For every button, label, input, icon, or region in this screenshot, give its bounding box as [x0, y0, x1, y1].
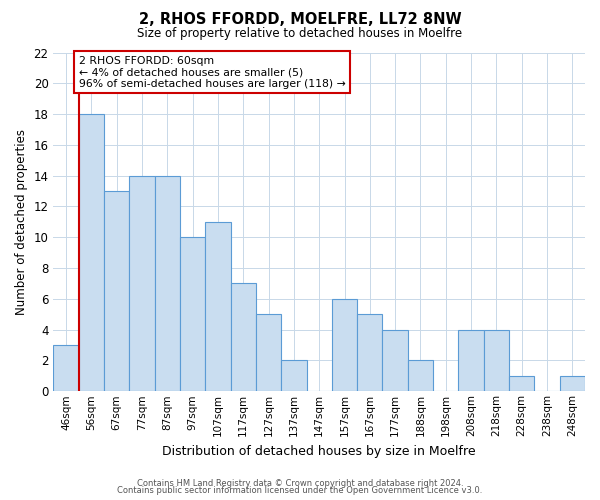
- Bar: [130, 176, 155, 392]
- Bar: [230, 284, 256, 392]
- Bar: [458, 330, 484, 392]
- Bar: [104, 191, 130, 392]
- Text: 2 RHOS FFORDD: 60sqm
← 4% of detached houses are smaller (5)
96% of semi-detache: 2 RHOS FFORDD: 60sqm ← 4% of detached ho…: [79, 56, 346, 89]
- Bar: [180, 238, 205, 392]
- Bar: [155, 176, 180, 392]
- Bar: [256, 314, 281, 392]
- Bar: [281, 360, 307, 392]
- X-axis label: Distribution of detached houses by size in Moelfre: Distribution of detached houses by size …: [163, 444, 476, 458]
- Bar: [357, 314, 382, 392]
- Bar: [484, 330, 509, 392]
- Bar: [53, 345, 79, 392]
- Bar: [79, 114, 104, 392]
- Bar: [509, 376, 535, 392]
- Bar: [205, 222, 230, 392]
- Bar: [382, 330, 408, 392]
- Bar: [560, 376, 585, 392]
- Text: Contains public sector information licensed under the Open Government Licence v3: Contains public sector information licen…: [118, 486, 482, 495]
- Bar: [408, 360, 433, 392]
- Text: Contains HM Land Registry data © Crown copyright and database right 2024.: Contains HM Land Registry data © Crown c…: [137, 478, 463, 488]
- Text: 2, RHOS FFORDD, MOELFRE, LL72 8NW: 2, RHOS FFORDD, MOELFRE, LL72 8NW: [139, 12, 461, 28]
- Bar: [332, 299, 357, 392]
- Text: Size of property relative to detached houses in Moelfre: Size of property relative to detached ho…: [137, 28, 463, 40]
- Y-axis label: Number of detached properties: Number of detached properties: [15, 129, 28, 315]
